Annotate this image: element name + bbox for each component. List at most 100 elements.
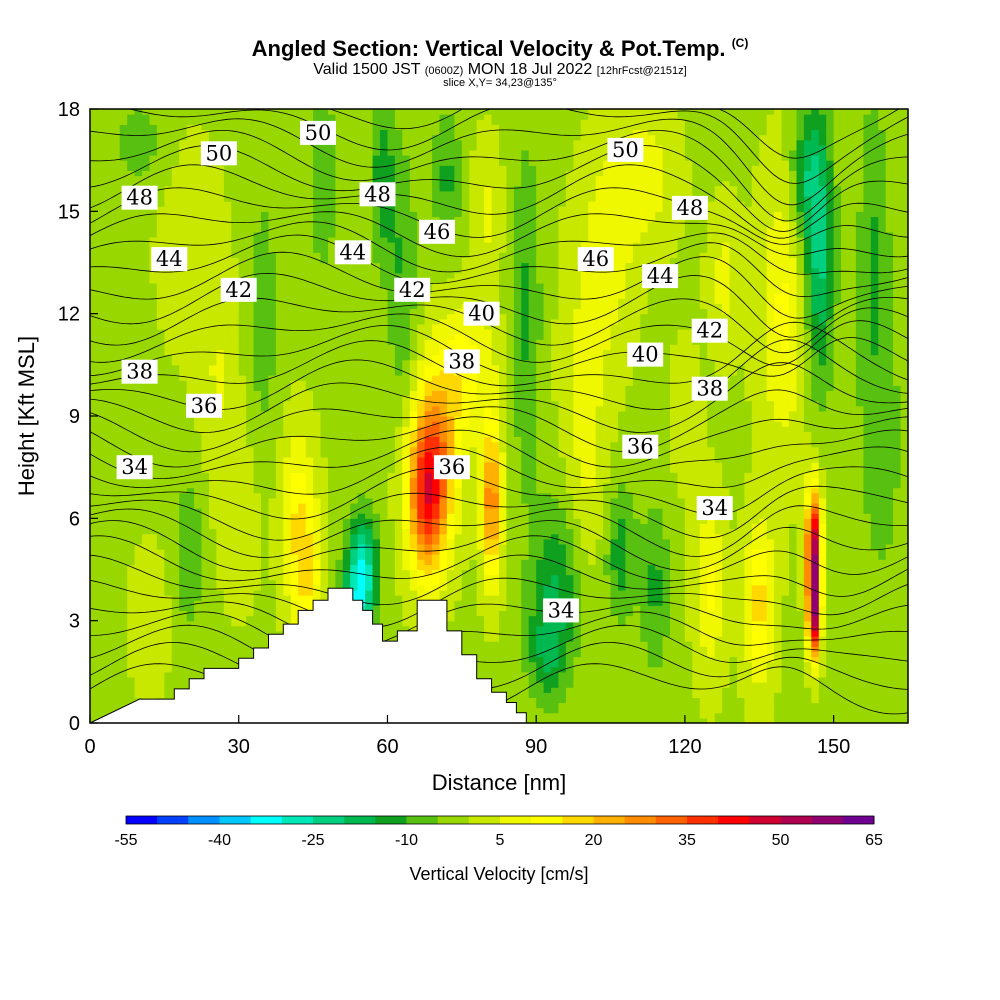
theta-contour-line [90,221,908,275]
theta-label-text: 40 [632,343,659,367]
theta-label-box [607,137,644,162]
theta-label-text: 44 [339,240,366,264]
colorbar-swatch [842,816,875,824]
theta-contour-line [90,535,908,582]
colorbar-tick-label: 5 [496,832,505,849]
theta-label-box [696,496,733,521]
theta-label: 44 [151,247,188,272]
theta-label-text: 36 [191,394,218,418]
y-tick-label: 12 [58,304,80,326]
colorbar-swatch [468,816,501,824]
theta-label: 34 [116,455,153,480]
theta-label-text: 36 [439,455,466,479]
theta-contour-line [90,554,908,605]
theta-contour-line [90,624,908,675]
theta-label-text: 42 [399,278,426,302]
colorbar-swatch [281,816,314,824]
valid-prefix: Valid 1500 JST [313,61,421,78]
colorbar-swatch [406,816,439,824]
theta-label-box [220,277,257,302]
theta-label-box [691,318,728,343]
colorbar-swatch [687,816,719,824]
terrain-silhouette [89,587,527,724]
theta-contour-line [90,485,908,541]
theta-label-box [691,376,728,401]
theta-contour-line [90,416,908,468]
theta-contour-line [90,187,908,245]
theta-label-text: 50 [206,141,233,165]
y-tick-label: 6 [69,508,80,530]
theta-label-text: 42 [225,278,252,302]
colorbar-swatch [250,816,283,824]
colorbar-swatch [749,816,781,824]
theta-label-text: 48 [126,186,153,210]
valid-date: MON 18 Jul 2022 [467,61,593,78]
colorbar-swatch [157,816,189,824]
theta-label: 44 [334,240,371,265]
colorbar-swatch [219,816,252,824]
theta-label-box [359,182,396,207]
theta-label-text: 38 [448,349,475,373]
theta-label: 48 [671,195,708,220]
x-tick-label: 0 [84,736,95,758]
theta-label: 38 [121,359,158,384]
y-tick-label: 0 [69,713,80,735]
colorbar-tick-label: -10 [395,832,418,849]
theta-label-text: 34 [121,455,148,479]
theta-label-text: 50 [305,121,332,145]
theta-contour-line [90,611,908,663]
theta-label-box [419,219,455,244]
theta-label: 50 [607,137,644,162]
theta-label: 48 [359,182,396,207]
theta-contour-line [90,642,908,690]
colorbar-tick-label: -25 [301,832,324,849]
colorbar-swatch [188,816,220,824]
theta-contour-line [90,118,908,206]
colorbar-tick-label: 20 [585,832,603,849]
theta-label-box [577,247,614,272]
theta-label-box [622,434,659,459]
theta-label: 42 [394,277,431,302]
colorbar: -55 -40 -25 -10 5 20 35 50 65 [114,815,883,849]
colorbar-swatch [655,816,688,824]
slice-info: slice X,Y= 34,23@135° [443,77,557,89]
colorbar-tick-label: -55 [114,832,137,849]
colorbar-swatch [375,816,407,824]
theta-label-text: 50 [612,138,639,162]
colorbar-swatch [531,816,563,824]
terrain-profile [89,587,527,724]
y-tick-label: 15 [58,201,80,223]
x-tick-label: 120 [668,736,701,758]
contour-labels: 34 34 34 36 36 36 38 38 38 40 40 42 42 42 44 44 44 46 46 48… [116,121,733,623]
theta-label-text: 44 [156,247,183,271]
theta-label: 48 [121,185,158,210]
valid-zulu: (0600Z) [424,65,464,77]
x-tick-label: 30 [228,736,250,758]
theta-label-box [121,359,158,384]
theta-label-text: 46 [582,247,609,271]
colorbar-swatch [780,816,813,824]
theta-contour-line [90,577,908,629]
theta-label: 46 [419,219,455,244]
theta-label-text: 48 [364,182,391,206]
theta-label-box [433,455,470,480]
colorbar-tick-label: 35 [678,832,696,849]
colorbar-swatch [593,816,626,824]
theta-contour-line [90,505,908,558]
theta-label-text: 34 [701,496,728,520]
colorbar-title: Vertical Velocity [cm/s] [409,864,588,884]
y-axis-title: Height [Kft MSL] [14,336,39,496]
theta-contour-line [90,466,908,520]
theta-contour-line [90,389,908,453]
colorbar-swatch [344,816,376,824]
theta-contour-line [90,251,908,319]
theta-contour-line [90,520,908,572]
theta-label: 50 [200,141,237,166]
theta-label: 50 [300,121,336,145]
theta-label-box [394,277,431,302]
theta-label-text: 36 [627,435,654,459]
theta-contour-line [90,446,908,495]
theta-label-text: 48 [677,196,704,220]
theta-label: 38 [443,349,480,374]
theta-label: 44 [642,264,679,289]
